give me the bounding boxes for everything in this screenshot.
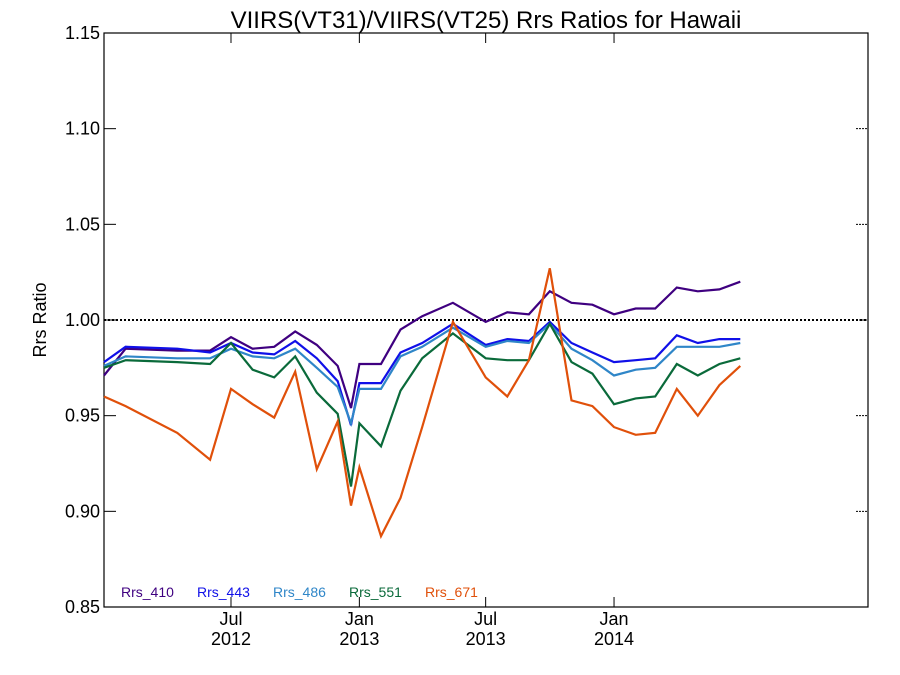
y-tick-label: 1.15 — [65, 23, 100, 43]
series-line-rrs-486 — [103, 322, 741, 428]
x-tick-sublabel: 2012 — [211, 629, 251, 649]
x-tick-sublabel: 2013 — [339, 629, 379, 649]
x-tick-label: Jan — [600, 609, 629, 629]
x-tick-sublabel: 2013 — [466, 629, 506, 649]
series-line-rrs-410 — [103, 280, 741, 409]
series-line-rrs-671 — [103, 268, 742, 540]
y-tick-label: 0.90 — [65, 501, 100, 521]
legend-label-rrs-671: Rrs_671 — [425, 584, 478, 600]
y-tick-label: 1.10 — [65, 119, 100, 139]
legend-label-rrs-486: Rrs_486 — [273, 584, 326, 600]
chart-title: VIIRS(VT31)/VIIRS(VT25) Rrs Ratios for H… — [231, 7, 742, 34]
y-tick-label: 1.00 — [65, 310, 100, 330]
series-line-rrs-551 — [103, 321, 741, 487]
y-tick-label: 1.05 — [65, 214, 100, 234]
y-axis-label: Rrs Ratio — [30, 282, 50, 357]
legend-label-rrs-410: Rrs_410 — [121, 584, 174, 600]
legend-label-rrs-443: Rrs_443 — [197, 584, 250, 600]
series-line-rrs-443 — [103, 320, 741, 426]
x-tick-sublabel: 2014 — [594, 629, 634, 649]
x-tick-label: Jul — [219, 609, 242, 629]
x-tick-label: Jul — [474, 609, 497, 629]
legend-label-rrs-551: Rrs_551 — [349, 584, 402, 600]
x-tick-label: Jan — [345, 609, 374, 629]
y-tick-label: 0.85 — [65, 597, 100, 617]
y-tick-label: 0.95 — [65, 406, 100, 426]
